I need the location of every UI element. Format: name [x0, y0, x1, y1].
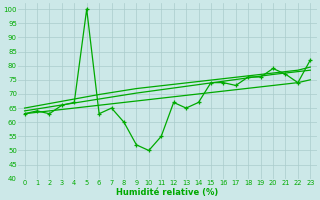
- X-axis label: Humidité relative (%): Humidité relative (%): [116, 188, 219, 197]
